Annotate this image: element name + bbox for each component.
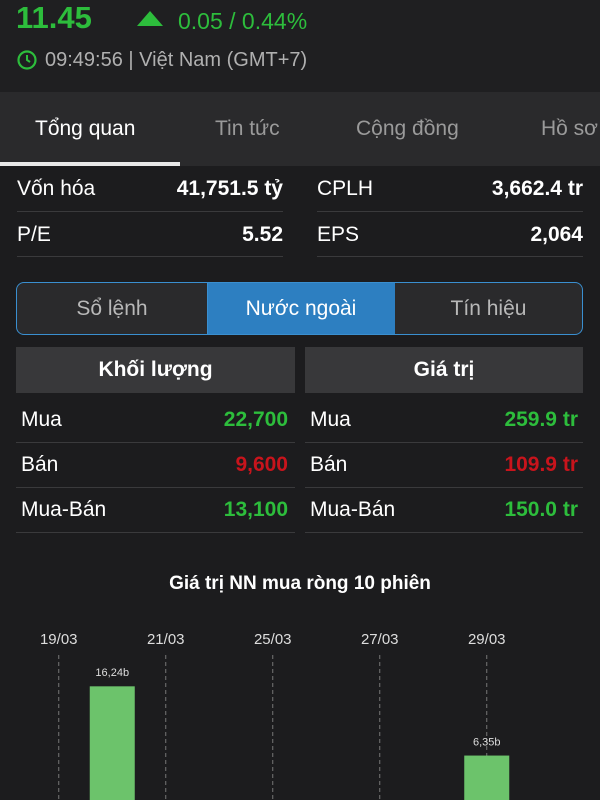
row-label: Bán <box>21 453 59 476</box>
chart: Giá trị NN mua ròng 10 phiên 19/03 21/03 2… <box>40 573 510 800</box>
divider <box>17 256 283 257</box>
stat-label: CPLH <box>317 177 374 200</box>
divider <box>317 256 583 257</box>
tab[interactable]: Cộng đồng <box>356 117 459 140</box>
divider <box>16 532 295 533</box>
divider <box>16 442 295 443</box>
volume: 22,700 <box>223 408 288 431</box>
update-time: 09:49:56 | Việt Nam (GMT+7) <box>45 49 308 71</box>
segment[interactable]: Nước ngoài <box>207 283 395 334</box>
stat-value: 2,064 <box>530 223 583 246</box>
stat-value: 3,662.4 tr <box>491 177 583 200</box>
divider <box>17 211 283 212</box>
clock-icon <box>17 50 37 70</box>
tab[interactable]: Tổng quan <box>35 117 136 140</box>
stat-label: EPS <box>317 223 360 246</box>
segmented-control: Sổ lệnh Nước ngoài Tín hiệu <box>16 282 583 335</box>
segment[interactable]: Tín hiệu <box>450 297 527 320</box>
x-tick-label: 19/03 <box>40 631 78 648</box>
up-arrow <box>137 11 163 26</box>
stat-value: 41,751.5 tỷ <box>176 177 283 200</box>
row-label: Mua-Bán <box>21 498 107 521</box>
tab[interactable]: Hồ sơ <box>541 117 598 140</box>
row-label: Mua-Bán <box>310 498 396 521</box>
column-header: Giá trị <box>305 347 583 393</box>
trade-value: 259.9 tr <box>504 408 578 431</box>
stat-label: Vốn hóa <box>17 177 96 200</box>
divider <box>317 211 583 212</box>
tab[interactable]: Tin tức <box>215 117 280 140</box>
bar <box>464 755 510 800</box>
volume: 9,600 <box>235 453 288 476</box>
value-label: 16,24b <box>95 667 129 679</box>
divider <box>305 442 583 443</box>
volume: 13,100 <box>223 498 288 521</box>
price-change: 0.05 / 0.44% <box>178 8 308 34</box>
segment-divider <box>207 283 208 334</box>
value-label: 6,35b <box>473 736 501 748</box>
row-label: Mua <box>21 408 62 431</box>
price: 11.45 <box>16 0 92 35</box>
trade-value: 109.9 tr <box>504 453 578 476</box>
trade-value: 150.0 tr <box>504 498 578 521</box>
x-tick-label: 21/03 <box>147 631 185 648</box>
row-label: Mua <box>310 408 351 431</box>
stat-value: 5.52 <box>242 223 283 246</box>
row-label: Bán <box>310 453 348 476</box>
stat-label: P/E <box>17 223 51 246</box>
x-tick-label: 25/03 <box>254 631 292 648</box>
segment[interactable]: Sổ lệnh <box>76 297 148 320</box>
chart-title: Giá trị NN mua ròng 10 phiên <box>169 573 431 594</box>
price-header: 11.45 0.05 / 0.44% 09:49:56 | Việt Nam (… <box>0 0 600 92</box>
x-tick-label: 29/03 <box>468 631 506 648</box>
divider <box>305 532 583 533</box>
bar <box>89 686 135 800</box>
tab-indicator <box>0 162 180 166</box>
column-header: Khối lượng <box>16 347 295 393</box>
divider <box>305 487 583 488</box>
x-tick-label: 27/03 <box>361 631 399 648</box>
divider <box>16 487 295 488</box>
tab-bar: Tổng quan Tin tức Cộng đồng Hồ sơ <box>0 92 600 166</box>
